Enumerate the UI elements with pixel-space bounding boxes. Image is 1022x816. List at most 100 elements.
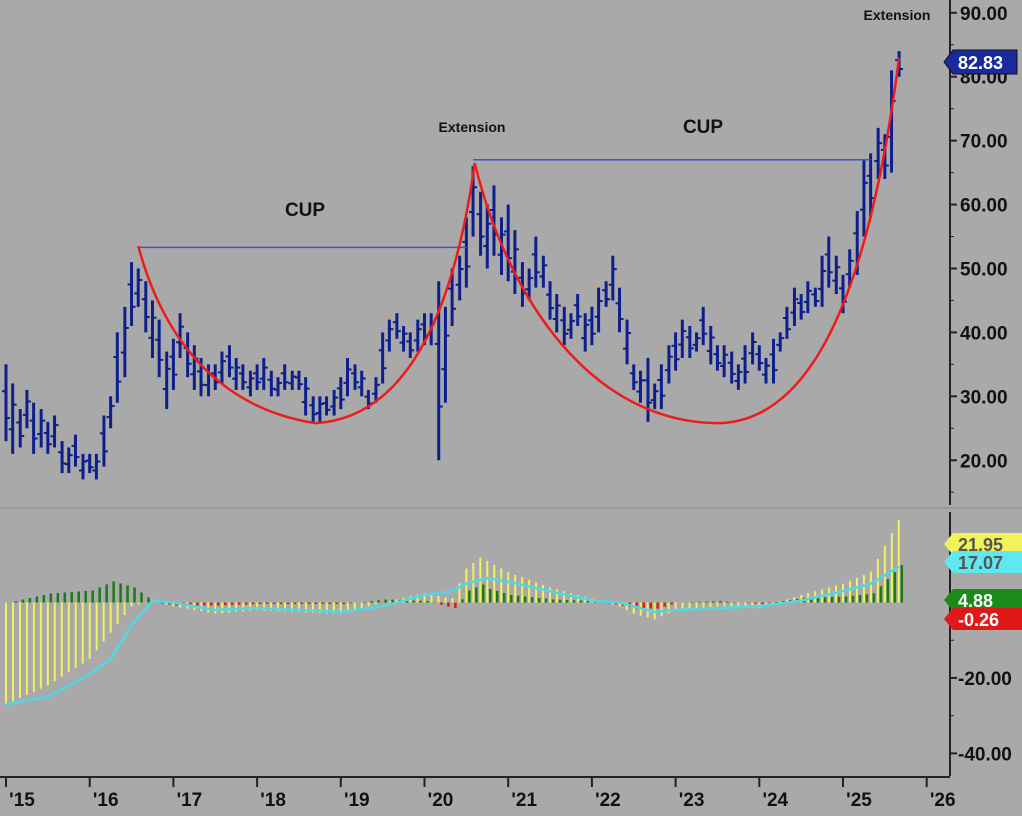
- price-bar: [162, 351, 171, 410]
- price-bar: [169, 338, 178, 390]
- price-bar: [29, 402, 38, 454]
- price-bar: [769, 338, 778, 384]
- price-bar: [99, 415, 108, 467]
- price-bar: [50, 415, 59, 448]
- price-bar: [560, 306, 569, 346]
- price-bar: [776, 332, 785, 352]
- price-bar: [748, 332, 757, 365]
- price-bar: [539, 255, 548, 288]
- price-bar: [671, 332, 680, 371]
- price-bar: [113, 332, 122, 403]
- price-bar: [462, 217, 471, 288]
- cup-curve: [315, 162, 476, 425]
- price-bar: [762, 357, 770, 384]
- signal-line: [5, 565, 900, 706]
- price-bar: [176, 313, 185, 358]
- price-bar: [246, 370, 255, 397]
- macd-badge-value: 4.88: [958, 591, 993, 611]
- x-tick-label: '20: [428, 790, 454, 811]
- price-bar: [859, 159, 868, 237]
- price-bar: [406, 332, 415, 358]
- price-bar: [629, 364, 638, 390]
- price-bar: [573, 294, 582, 327]
- price-bar: [2, 364, 10, 442]
- cup-label-left: CUP: [285, 200, 325, 221]
- price-bar: [259, 357, 268, 390]
- y-tick-label: 90.00: [960, 4, 1008, 25]
- price-bar: [120, 306, 129, 378]
- price-bar: [441, 306, 450, 403]
- price-bar: [225, 345, 234, 378]
- y-tick-label: 70.00: [960, 132, 1008, 153]
- macd-badge: 4.88: [944, 589, 1022, 611]
- price-bar: [678, 319, 687, 358]
- price-bar: [378, 332, 387, 384]
- x-tick-label: '24: [762, 790, 788, 811]
- macd-badge-value: 17.07: [958, 553, 1003, 573]
- price-bar: [650, 383, 659, 410]
- price-bar: [699, 306, 708, 346]
- price-bar: [357, 370, 366, 397]
- price-bar: [127, 262, 136, 327]
- x-tick-label: '26: [930, 790, 956, 811]
- price-bar: [874, 127, 883, 179]
- price-bar: [343, 357, 352, 397]
- x-tick-label: '15: [9, 790, 35, 811]
- y-tick-label: 30.00: [960, 387, 1008, 408]
- price-bar: [594, 287, 603, 333]
- price-bar: [64, 447, 73, 474]
- price-bar: [797, 294, 806, 320]
- price-bar: [734, 364, 743, 390]
- macd-badge-value: -0.26: [958, 610, 999, 630]
- last-price-value: 82.83: [958, 53, 1003, 73]
- y-tick-label: 40.00: [960, 323, 1008, 344]
- price-bar: [832, 255, 841, 295]
- price-bar: [727, 351, 736, 384]
- price-bar: [413, 319, 422, 352]
- price-bar: [385, 319, 394, 352]
- last-price-badge: 82.83: [943, 49, 1018, 75]
- resistance-lines: [138, 159, 871, 249]
- price-bar: [615, 287, 624, 333]
- price-bar: [636, 370, 645, 403]
- price-bar: [448, 268, 457, 327]
- price-bar: [217, 351, 226, 384]
- price-bar: [106, 396, 115, 429]
- price-bar: [790, 287, 799, 327]
- price-bars: [2, 51, 904, 480]
- price-bar: [37, 409, 46, 448]
- price-bar: [294, 370, 303, 390]
- price-bar: [274, 377, 283, 397]
- price-bar: [16, 409, 25, 448]
- price-bar: [602, 281, 611, 307]
- price-bar: [552, 294, 561, 333]
- price-bar: [818, 255, 827, 307]
- price-bar: [322, 396, 331, 416]
- price-bar: [301, 377, 310, 416]
- x-tick-label: '22: [595, 790, 621, 811]
- price-bar: [330, 389, 339, 416]
- price-bar: [476, 191, 485, 256]
- price-bar: [587, 306, 596, 346]
- price-bar: [43, 421, 52, 454]
- price-bar: [455, 255, 464, 301]
- y-tick-label: 60.00: [960, 196, 1008, 217]
- x-tick-label: '18: [260, 790, 286, 811]
- price-bar: [399, 326, 408, 352]
- x-tick-label: '23: [679, 790, 705, 811]
- extension-label-right: Extension: [864, 7, 931, 23]
- price-bar: [141, 281, 150, 333]
- price-bar: [336, 377, 345, 410]
- price-bar: [608, 255, 617, 301]
- x-tick-label: '17: [177, 790, 203, 811]
- price-bar: [92, 453, 101, 480]
- price-bar: [238, 364, 247, 390]
- macd-tick-label: -20.00: [958, 669, 1012, 690]
- macd-badge: 17.07: [944, 551, 1022, 573]
- price-bar: [685, 326, 694, 358]
- price-bar: [525, 268, 534, 301]
- macd-badge: 21.95: [944, 533, 1022, 555]
